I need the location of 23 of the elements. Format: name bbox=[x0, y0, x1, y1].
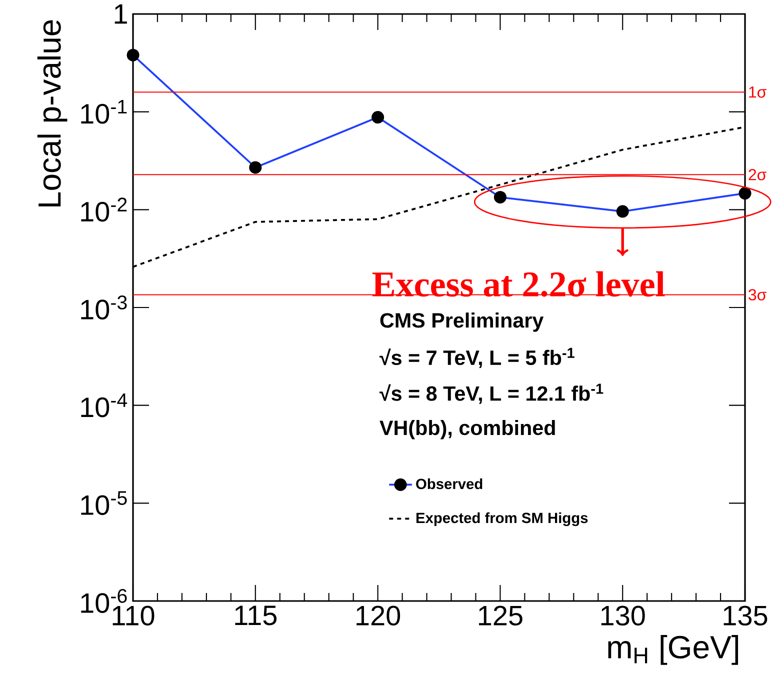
x-tick-label: 120 bbox=[356, 606, 400, 626]
y-tick-label: 10$^{-5}$ bbox=[81, 491, 127, 516]
y-tick-label: 1 bbox=[114, 4, 127, 24]
x-tick-label: 130 bbox=[601, 606, 645, 626]
annotation: √s = 8 TeV, L = 12.1 fb$^{-1}$ bbox=[379, 384, 604, 404]
y-axis-title: Local p-value bbox=[37, 20, 68, 206]
x-tick-label: 115 bbox=[235, 606, 277, 626]
y-tick-label: 10$^{-2}$ bbox=[81, 198, 127, 222]
x-axis-title: m$_{H}$ [GeV] bbox=[608, 635, 738, 665]
y-tick-label: 10$^{-1}$ bbox=[81, 100, 127, 124]
x-tick-label: 125 bbox=[478, 606, 522, 626]
ref-line-label: 1σ bbox=[749, 86, 766, 98]
annotation: CMS Preliminary bbox=[380, 312, 544, 332]
legend-label: Observed bbox=[416, 478, 482, 490]
y-tick-label: 10$^{-4}$ bbox=[81, 393, 128, 418]
annotation: √s = 7 TeV, L = 5 fb$^{-1}$ bbox=[379, 348, 574, 368]
ref-line-label: 3σ bbox=[748, 289, 766, 300]
legend-label: Expected from SM Higgs bbox=[416, 512, 588, 526]
x-tick-label: 135 bbox=[724, 606, 768, 626]
ref-line-label: 2σ bbox=[748, 168, 766, 180]
annotation: Excess at 2.2σ level bbox=[372, 271, 665, 297]
y-tick-label: 10$^{-3}$ bbox=[81, 296, 127, 320]
annotation: VH(bb), combined bbox=[380, 420, 555, 440]
